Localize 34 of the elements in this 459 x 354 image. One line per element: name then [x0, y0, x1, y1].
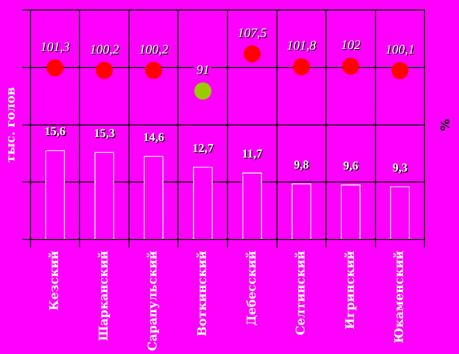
- point: [145, 62, 162, 79]
- x-tick-label: Юкаменский: [392, 250, 406, 344]
- data-label: 15,6: [44, 124, 66, 138]
- data-label: 100,1: [386, 42, 416, 58]
- x-tick-label: Шарканский: [96, 250, 110, 342]
- data-label: 11,7: [242, 148, 264, 162]
- data-label: 9,8: [294, 158, 310, 172]
- point: [292, 58, 310, 76]
- point: [244, 45, 261, 62]
- x-tick-label: Кезский: [47, 250, 62, 311]
- point: [46, 59, 64, 76]
- data-label: 107,5: [238, 26, 268, 41]
- data-label: 12,7: [193, 142, 214, 156]
- x-tick-label: Дебесский: [244, 250, 258, 326]
- point: [96, 62, 113, 79]
- data-label: 100,2: [90, 41, 120, 56]
- data-label: 9,3: [393, 161, 408, 176]
- point: [391, 62, 408, 80]
- data-label: 15,3: [94, 126, 116, 141]
- y-axis-title: тыс. голов: [3, 87, 18, 162]
- data-label: 101,8: [288, 38, 318, 54]
- x-tick-label: Игринский: [342, 250, 357, 330]
- x-tick-label: Сарапульский: [146, 250, 160, 352]
- y2-axis-title: %: [438, 118, 452, 131]
- data-label: 102: [342, 38, 362, 54]
- data-label: 91: [197, 62, 210, 78]
- data-label: 9,6: [343, 158, 358, 173]
- x-tick-label: Воткинский: [194, 250, 209, 336]
- x-tick-label: Селтинский: [294, 250, 308, 336]
- data-label: 101,3: [41, 40, 72, 55]
- data-label: 100,2: [138, 41, 169, 56]
- data-label: 14,6: [144, 130, 166, 145]
- point: [194, 82, 212, 100]
- point: [342, 58, 360, 75]
